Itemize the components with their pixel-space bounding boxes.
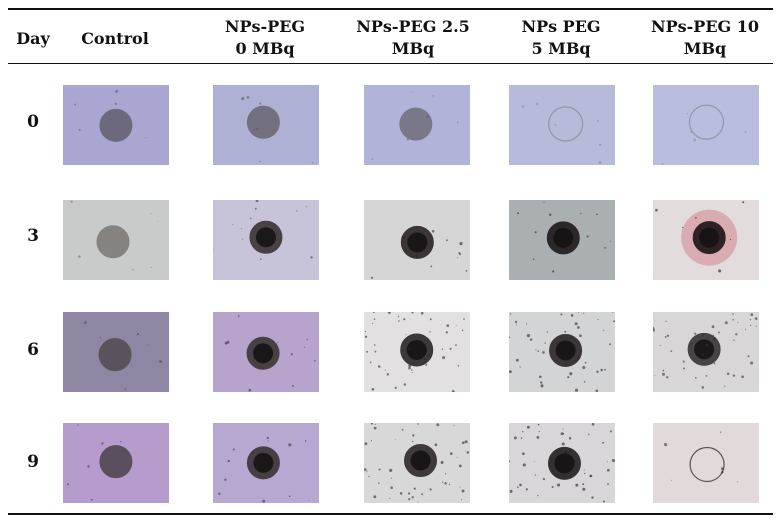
micrograph-day0-col5	[653, 85, 759, 165]
header-nps-peg-5-line-1: NPs PEG	[521, 17, 601, 36]
day-label-0: 0	[27, 112, 39, 132]
header-nps-peg-0-line-1: NPs-PEG	[224, 17, 306, 36]
bottom-rule	[8, 513, 773, 515]
header-nps-peg-2-5-line-1: NPs-PEG 2.5	[356, 17, 470, 36]
day-label-6: 6	[27, 340, 39, 360]
micrograph-day0-col3	[364, 85, 470, 165]
top-rule	[8, 8, 773, 10]
micrograph-day6-col2	[213, 312, 319, 392]
micrograph-day9-col5	[653, 423, 759, 503]
micrograph-day6-col5	[653, 312, 759, 392]
header-nps-peg-10-line-2: MBq	[683, 39, 727, 58]
micrograph-day0-col2	[213, 85, 319, 165]
header-control-line-1: Control	[81, 29, 149, 48]
header-nps-peg-0-line-2: 0 MBq	[235, 39, 295, 58]
micrograph-day3-col5	[653, 200, 759, 280]
header-nps-peg-2-5: NPs-PEG 2.5 MBq	[348, 16, 478, 60]
micrograph-day6-col4	[509, 312, 615, 392]
micrograph-day6-col3	[364, 312, 470, 392]
day-label-3: 3	[27, 226, 39, 246]
header-rule	[8, 63, 773, 64]
header-nps-peg-10-line-1: NPs-PEG 10	[650, 17, 760, 36]
header-nps-peg-5: NPs PEG 5 MBq	[496, 16, 626, 60]
header-nps-peg-10: NPs-PEG 10 MBq	[640, 16, 770, 60]
micrograph-day6-col1	[63, 312, 169, 392]
micrograph-day0-col1	[63, 85, 169, 165]
header-nps-peg-5-line-2: 5 MBq	[531, 39, 591, 58]
micrograph-day3-col1	[63, 200, 169, 280]
day-label-9: 9	[27, 452, 39, 472]
micrograph-day3-col2	[213, 200, 319, 280]
micrograph-day3-col3	[364, 200, 470, 280]
micrograph-day9-col3	[364, 423, 470, 503]
micrograph-day9-col1	[63, 423, 169, 503]
header-day: Day	[10, 28, 56, 50]
micrograph-day9-col2	[213, 423, 319, 503]
micrograph-day9-col4	[509, 423, 615, 503]
header-nps-peg-2-5-line-2: MBq	[391, 39, 435, 58]
header-nps-peg-0: NPs-PEG 0 MBq	[200, 16, 330, 60]
micrograph-day0-col4	[509, 85, 615, 165]
header-control: Control	[65, 28, 165, 50]
header-day-line-1: Day	[16, 29, 50, 48]
micrograph-day3-col4	[509, 200, 615, 280]
